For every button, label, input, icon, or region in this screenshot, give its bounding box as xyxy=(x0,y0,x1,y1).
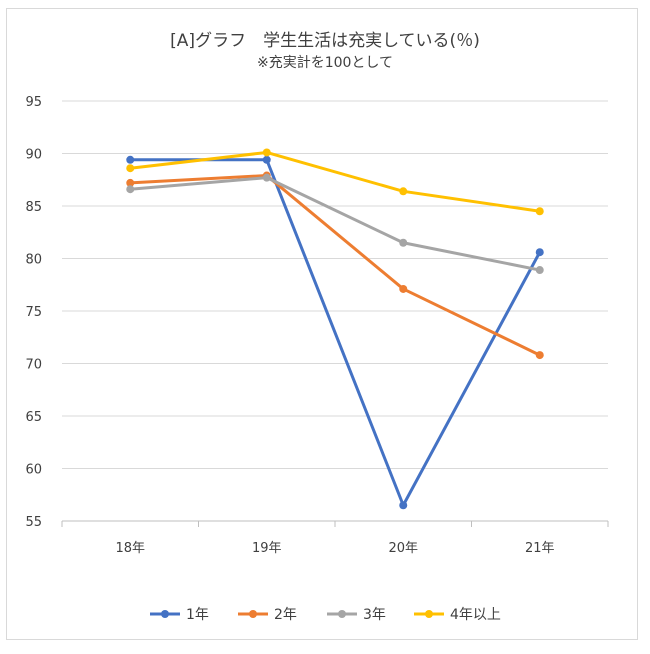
legend-label: 2年 xyxy=(274,607,297,623)
chart-frame xyxy=(6,8,638,640)
data-point xyxy=(399,238,408,247)
series-4年以上 xyxy=(126,148,544,216)
x-axis: 18年 19年 20年 21年 xyxy=(61,520,609,556)
y-tick-label: 65 xyxy=(25,410,42,425)
series-line xyxy=(128,150,542,213)
series-line xyxy=(128,174,542,357)
y-tick-label: 75 xyxy=(25,305,42,320)
legend-label: 1年 xyxy=(186,607,209,623)
legend-marker xyxy=(249,610,257,618)
data-point xyxy=(126,164,135,173)
series-3年 xyxy=(126,173,544,275)
y-tick-label: 85 xyxy=(25,200,42,215)
legend-label: 3年 xyxy=(363,607,386,623)
legend-item: 4年以上 xyxy=(414,607,501,623)
legend-item: 3年 xyxy=(327,607,386,623)
chart-subtitle: ※充実計を100として xyxy=(256,55,394,71)
data-point xyxy=(126,185,135,194)
data-point xyxy=(262,148,271,157)
y-tick-label: 55 xyxy=(25,515,42,530)
y-tick-label: 70 xyxy=(25,358,42,373)
data-point xyxy=(535,207,544,216)
y-tick-label: 80 xyxy=(25,253,42,268)
data-point xyxy=(126,155,135,164)
legend-marker xyxy=(161,610,169,618)
y-tick-label: 95 xyxy=(25,95,42,110)
legend-item: 2年 xyxy=(238,607,297,623)
y-tick-label: 60 xyxy=(25,463,42,478)
legend-item: 1年 xyxy=(150,607,209,623)
y-tick-label: 90 xyxy=(25,148,42,163)
legend-label: 4年以上 xyxy=(450,607,501,623)
data-point xyxy=(399,284,408,293)
data-point xyxy=(535,248,544,257)
data-point xyxy=(262,155,271,164)
data-point xyxy=(262,173,271,182)
data-point xyxy=(535,351,544,360)
chart-title: [A]グラフ 学生生活は充実している(％) xyxy=(170,31,480,51)
data-point xyxy=(399,501,408,510)
x-tick-label: 21年 xyxy=(525,541,555,556)
legend-marker xyxy=(425,610,433,618)
x-tick-label: 20年 xyxy=(388,541,418,556)
gridlines xyxy=(62,100,608,469)
x-tick-label: 18年 xyxy=(115,541,145,556)
data-point xyxy=(399,187,408,196)
data-point xyxy=(535,266,544,275)
y-axis: 55 60 65 70 75 80 85 90 95 xyxy=(25,95,42,530)
series-line xyxy=(128,176,542,272)
data-point xyxy=(126,178,135,187)
series-lines xyxy=(126,148,544,510)
x-tick-label: 19年 xyxy=(252,541,282,556)
legend: 1年 2年 3年 4年以上 xyxy=(150,607,501,623)
legend-marker xyxy=(338,610,346,618)
